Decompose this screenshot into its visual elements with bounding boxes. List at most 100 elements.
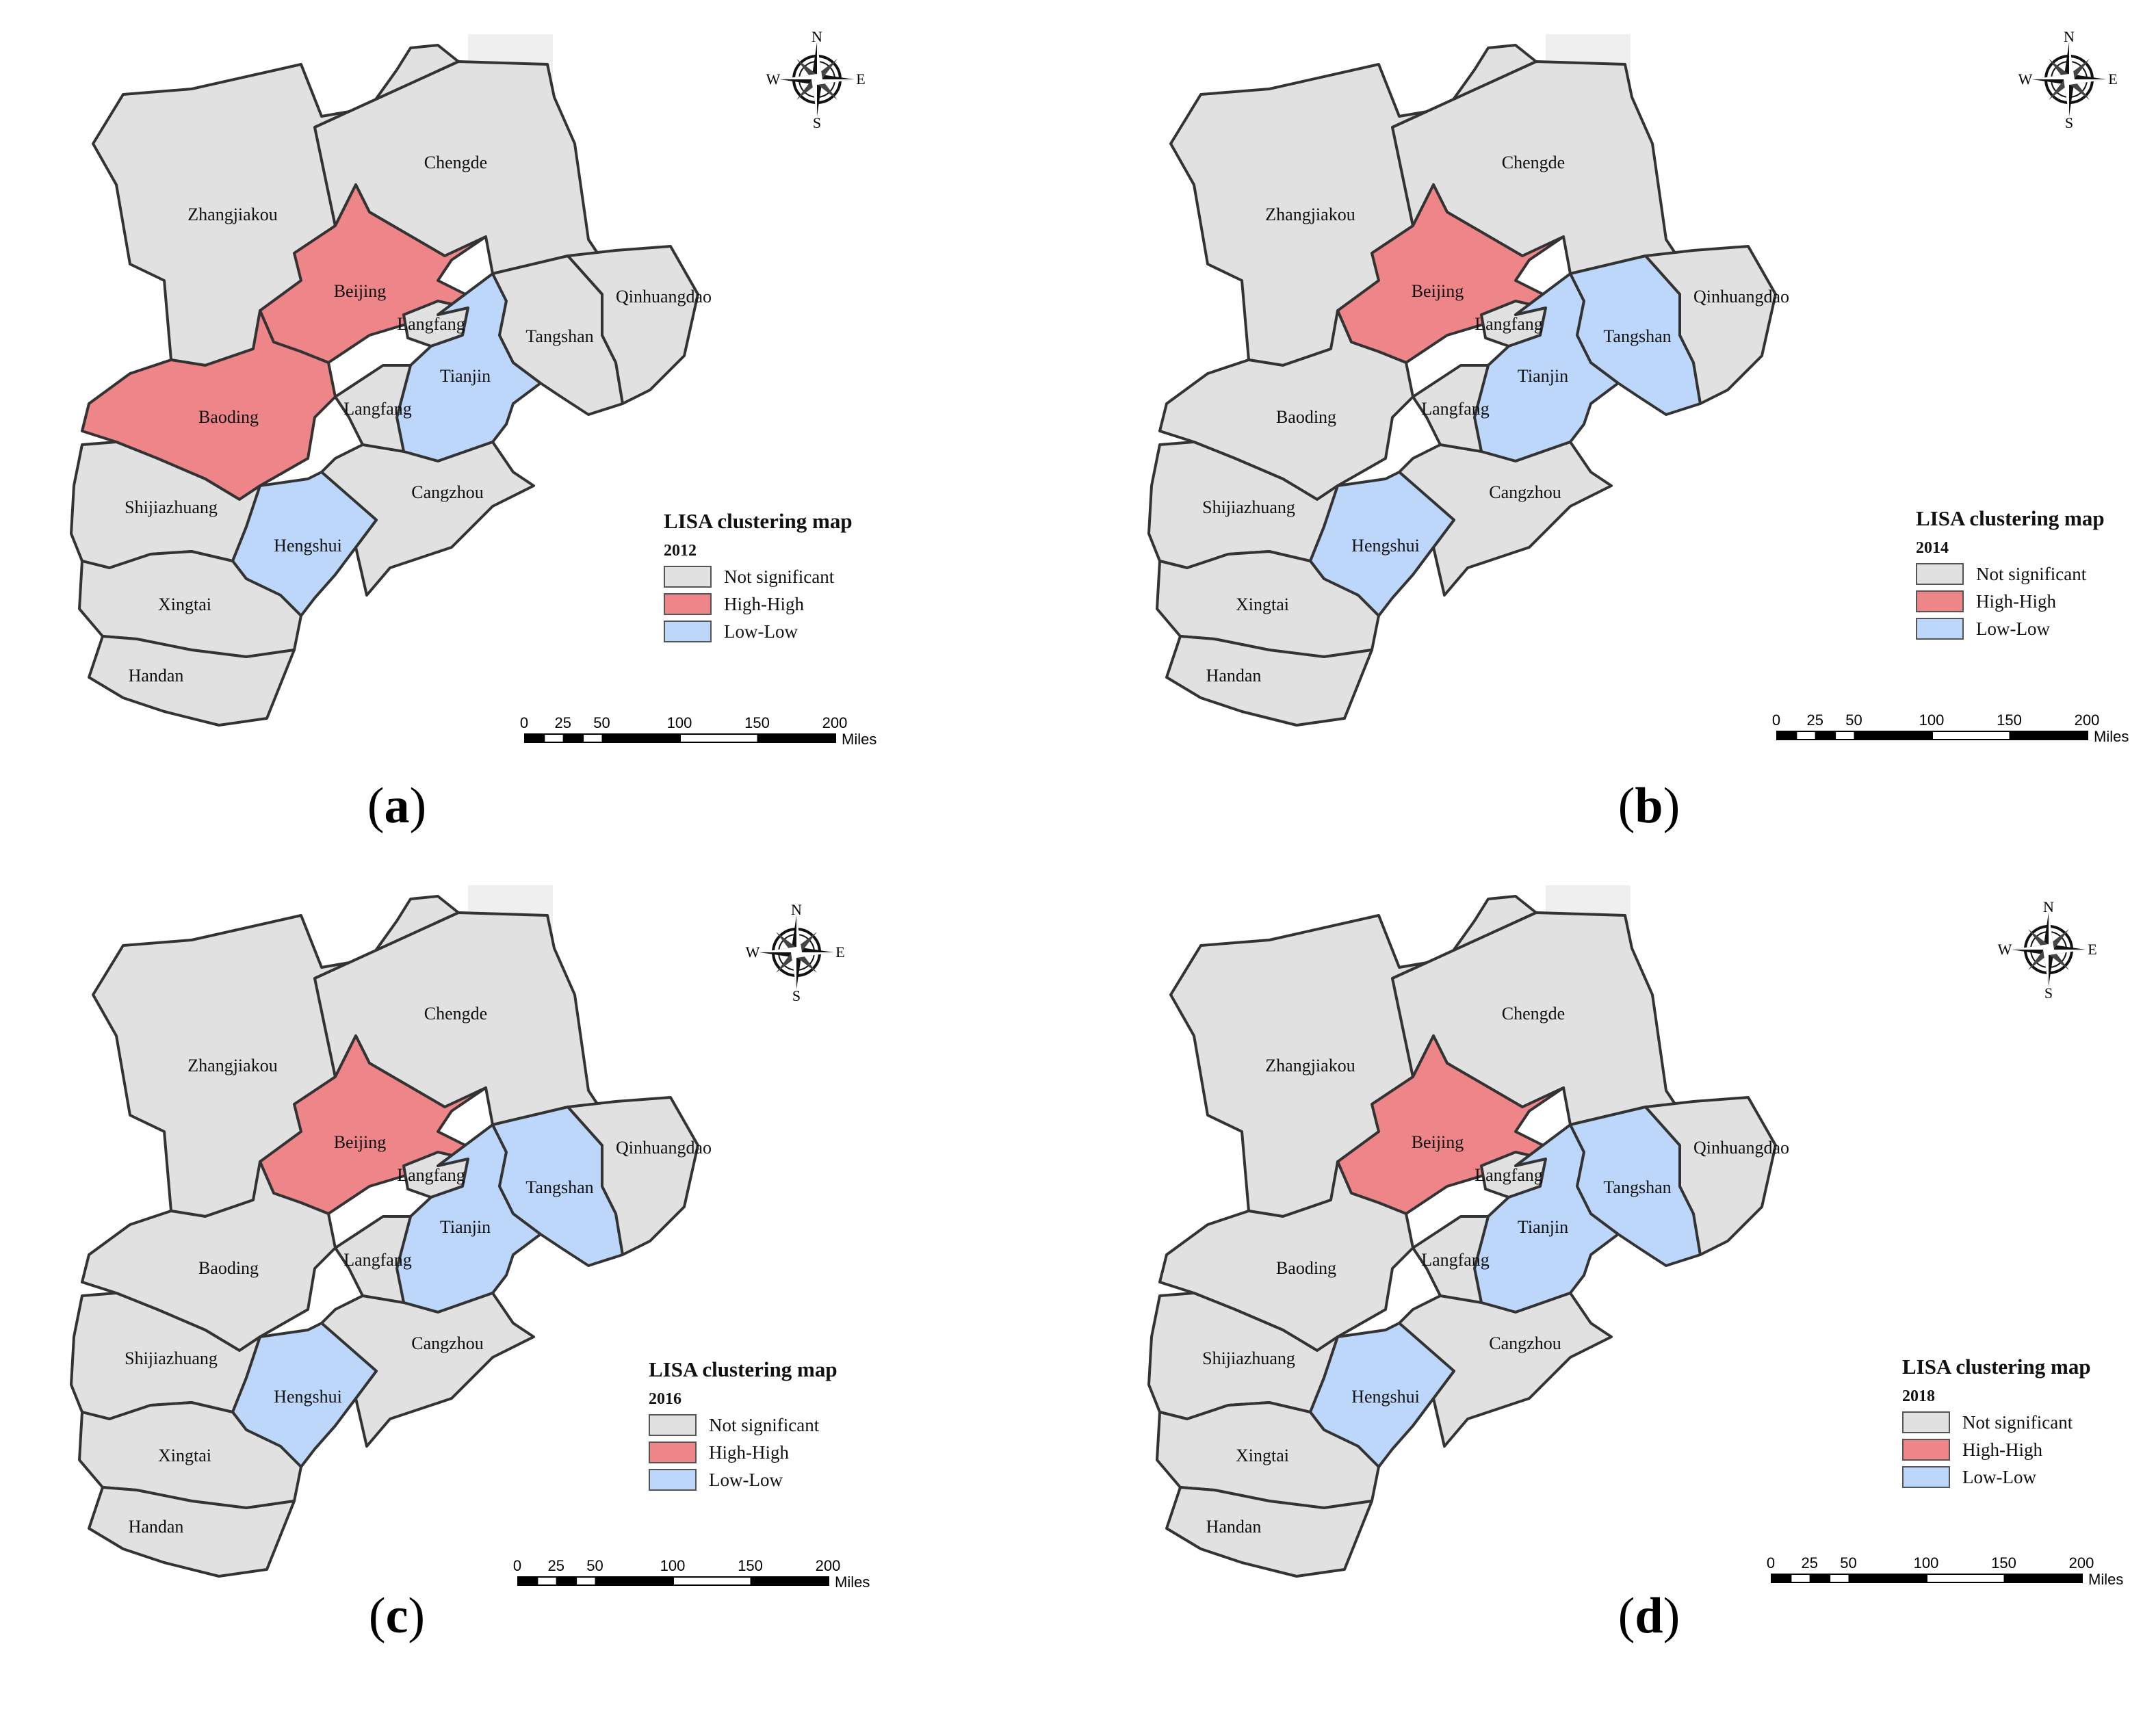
compass-letter-w: W bbox=[745, 943, 760, 961]
region-label-xingtai: Xingtai bbox=[158, 1446, 211, 1465]
compass-letter-n: N bbox=[791, 901, 802, 918]
region-label-hengshui: Hengshui bbox=[1351, 1387, 1420, 1407]
region-handan bbox=[88, 635, 296, 727]
scale-tick-label: 50 bbox=[593, 714, 610, 731]
scale-tick-label: 150 bbox=[1997, 712, 2022, 729]
map-panel-b: Zhangjiakou Chengde Beijing Langfang Tianjin… bbox=[1105, 7, 2156, 858]
region-label-hengshui: Hengshui bbox=[274, 1387, 342, 1407]
region-label-langfang-n: Langfang bbox=[397, 1165, 465, 1185]
region-label-tianjin: Tianjin bbox=[1517, 1217, 1569, 1237]
scale-bar-graphic bbox=[1771, 1574, 2083, 1583]
map-svg bbox=[70, 34, 699, 727]
region-label-qinhuangdao: Qinhuangdao bbox=[615, 1138, 712, 1158]
region-label-langfang-s: Langfang bbox=[1421, 1250, 1490, 1270]
legend-item-ns: Not significant bbox=[649, 1414, 837, 1436]
scale-tick-label: 0 bbox=[1766, 1554, 1776, 1571]
region-label-cangzhou: Cangzhou bbox=[1489, 482, 1561, 502]
compass-letter-n: N bbox=[811, 28, 822, 45]
region-label-tangshan: Tangshan bbox=[525, 326, 594, 346]
region-label-zhangjiakou: Zhangjiakou bbox=[1265, 205, 1355, 224]
region-label-langfang-s: Langfang bbox=[343, 1250, 412, 1270]
panel-caption-letter: b bbox=[1635, 778, 1663, 834]
scale-tick-label: 0 bbox=[512, 1557, 522, 1574]
region-label-qinhuangdao: Qinhuangdao bbox=[615, 287, 712, 306]
legend-item-ll: Low-Low bbox=[1916, 618, 2105, 640]
compass-letter-n: N bbox=[2043, 898, 2054, 915]
legend-swatch bbox=[1902, 1411, 1950, 1433]
legend-item-hh: High-High bbox=[664, 593, 853, 615]
compass-letter-s: S bbox=[792, 987, 801, 1004]
region-label-shijiazhuang: Shijiazhuang bbox=[125, 497, 218, 517]
region-qinhuangdao bbox=[1644, 1096, 1777, 1256]
legend-item-hh: High-High bbox=[1902, 1439, 2091, 1461]
region-label-shijiazhuang: Shijiazhuang bbox=[1202, 497, 1295, 517]
scale-tick-label: 100 bbox=[660, 1557, 686, 1574]
region-label-tianjin: Tianjin bbox=[1517, 366, 1569, 386]
legend-swatch bbox=[664, 593, 712, 615]
region-label-langfang-s: Langfang bbox=[343, 399, 412, 419]
legend: LISA clustering map 2012 Not significant Hi… bbox=[664, 509, 853, 642]
region-label-hengshui: Hengshui bbox=[1351, 536, 1420, 556]
region-label-handan: Handan bbox=[1206, 666, 1262, 686]
scale-tick-label: 25 bbox=[1801, 1554, 1818, 1571]
legend-year: 2012 bbox=[664, 542, 697, 560]
legend-swatch bbox=[664, 621, 712, 642]
legend-item-ns: Not significant bbox=[1902, 1411, 2091, 1433]
scale-tick-label: 25 bbox=[1806, 712, 1823, 729]
compass-letter-w: W bbox=[1997, 941, 2012, 958]
legend-label: Not significant bbox=[1962, 1411, 2073, 1433]
map-svg bbox=[70, 885, 699, 1578]
region-handan bbox=[1165, 1486, 1373, 1578]
scale-units: Miles bbox=[2088, 1571, 2124, 1588]
compass-letter-e: E bbox=[835, 943, 845, 961]
region-label-tangshan: Tangshan bbox=[1603, 1177, 1672, 1197]
region-label-handan: Handan bbox=[128, 666, 184, 686]
legend-swatch bbox=[649, 1469, 697, 1491]
scale-tick-label: 100 bbox=[666, 714, 692, 731]
legend-item-ll: Low-Low bbox=[664, 621, 853, 642]
scale-tick-label: 150 bbox=[744, 714, 770, 731]
scale-bar-graphic bbox=[524, 733, 836, 743]
region-label-chengde: Chengde bbox=[1501, 153, 1566, 172]
legend-item-hh: High-High bbox=[1916, 590, 2105, 612]
legend-label: Low-Low bbox=[709, 1469, 783, 1490]
scale-tick-label: 150 bbox=[738, 1557, 763, 1574]
legend-label: Low-Low bbox=[724, 621, 798, 642]
region-handan bbox=[88, 1486, 296, 1578]
map-svg bbox=[1147, 34, 1777, 727]
region-label-zhangjiakou: Zhangjiakou bbox=[187, 205, 278, 224]
region-label-cangzhou: Cangzhou bbox=[411, 482, 484, 502]
legend-swatch bbox=[1916, 618, 1964, 640]
compass-letter-s: S bbox=[2044, 984, 2053, 1002]
region-label-baoding: Baoding bbox=[1275, 1258, 1337, 1278]
scale-bar-graphic bbox=[1776, 731, 2088, 740]
map-panel-a: Zhangjiakou Chengde Beijing Langfang Tianjin… bbox=[27, 7, 1105, 858]
region-label-chengde: Chengde bbox=[424, 153, 488, 172]
compass-rose-icon: N S E W bbox=[745, 901, 845, 1004]
legend-item-ll: Low-Low bbox=[649, 1469, 837, 1491]
legend-label: High-High bbox=[1962, 1439, 2042, 1460]
legend-swatch bbox=[649, 1414, 697, 1436]
compass-letter-w: W bbox=[2018, 70, 2033, 88]
panel-caption: (c) bbox=[368, 1588, 426, 1644]
legend-year: 2014 bbox=[1916, 539, 1949, 557]
region-label-cangzhou: Cangzhou bbox=[411, 1333, 484, 1353]
scale-tick-label: 100 bbox=[1913, 1554, 1939, 1571]
scale-tick-label: 50 bbox=[1845, 712, 1862, 729]
region-label-zhangjiakou: Zhangjiakou bbox=[187, 1056, 278, 1075]
legend-title: LISA clustering map bbox=[649, 1357, 837, 1381]
region-label-xingtai: Xingtai bbox=[158, 595, 211, 614]
legend-swatch bbox=[1902, 1439, 1950, 1461]
legend-swatch bbox=[649, 1441, 697, 1463]
scale-tick-label: 200 bbox=[822, 714, 848, 731]
region-label-cangzhou: Cangzhou bbox=[1489, 1333, 1561, 1353]
legend: LISA clustering map 2014 Not significant Hi… bbox=[1916, 506, 2105, 640]
legend-swatch bbox=[1916, 590, 1964, 612]
compass-rose-icon: N S E W bbox=[766, 28, 866, 131]
scale-bar: 0 25 50 100 150 200 Miles bbox=[520, 714, 907, 748]
legend-year: 2016 bbox=[649, 1390, 681, 1408]
scale-tick-label: 150 bbox=[1991, 1554, 2016, 1571]
region-label-langfang-n: Langfang bbox=[397, 314, 465, 334]
scale-units: Miles bbox=[842, 731, 877, 748]
compass-rose-icon: N S E W bbox=[1997, 898, 2097, 1002]
